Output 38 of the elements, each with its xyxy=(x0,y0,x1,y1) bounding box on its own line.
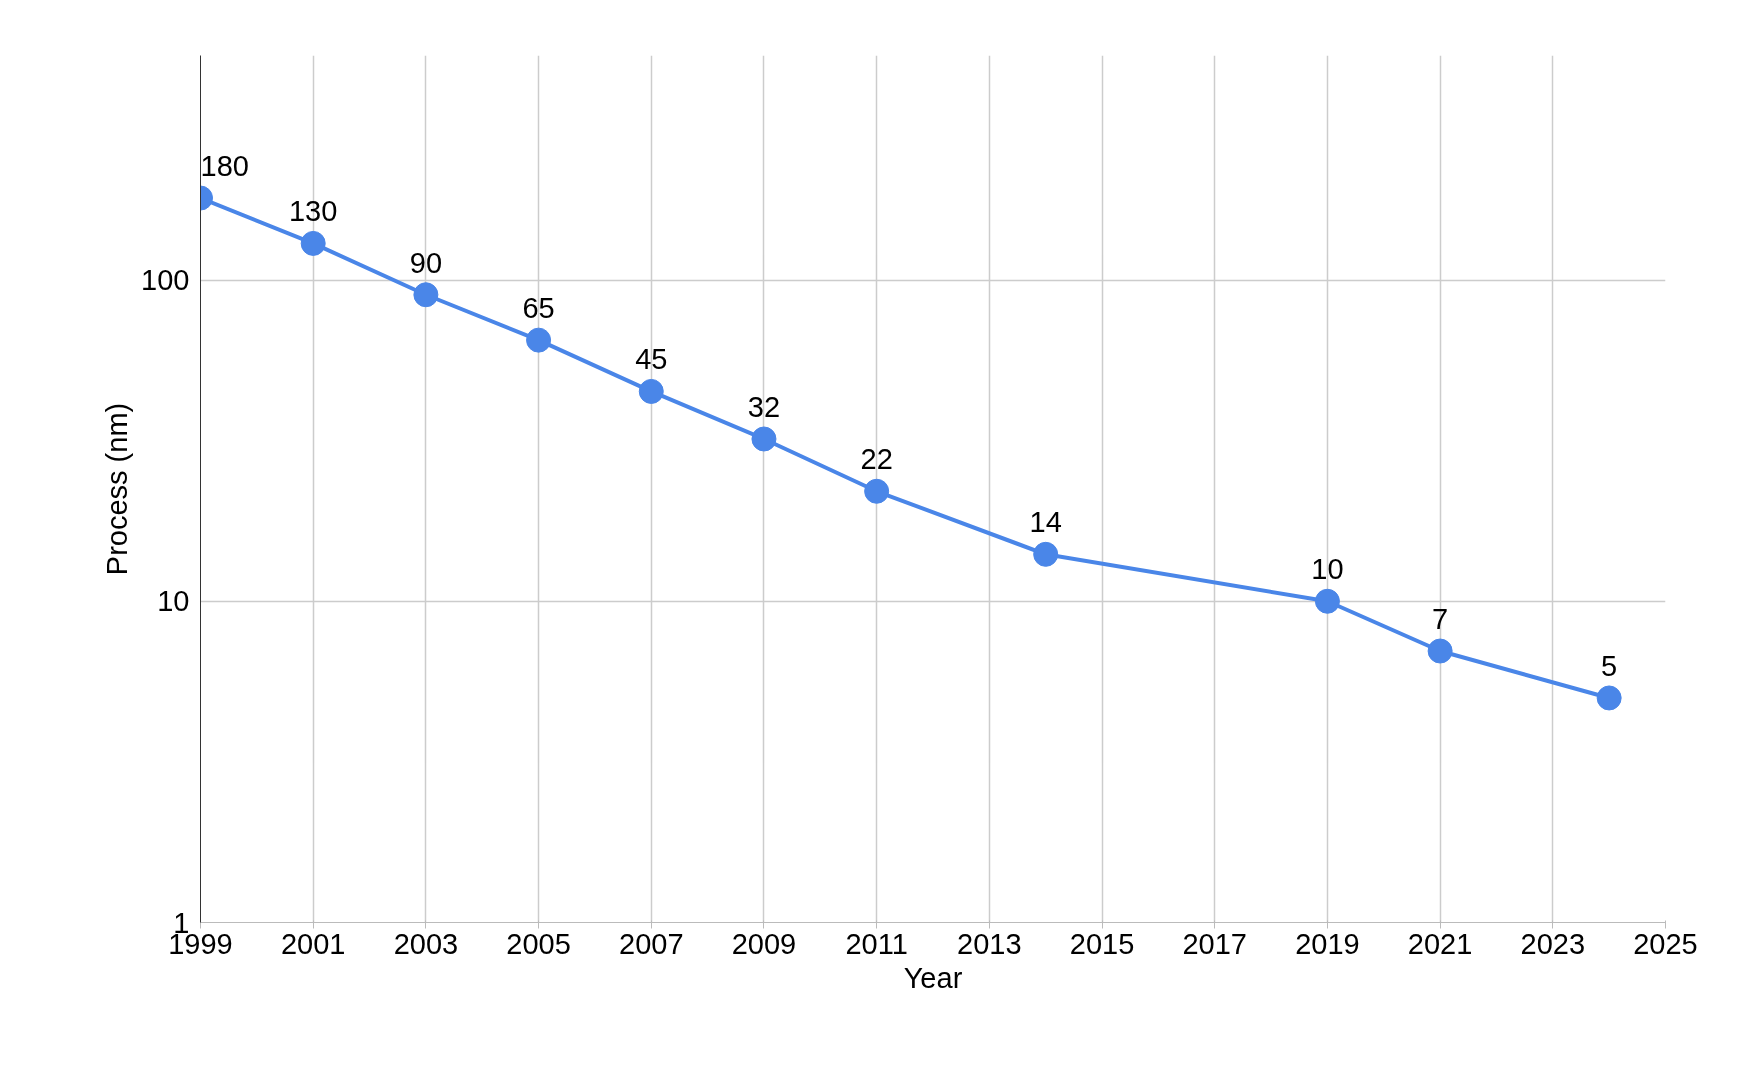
x-tick-label: 2015 xyxy=(1069,927,1135,960)
data-label: 5 xyxy=(1601,649,1618,682)
point xyxy=(1427,638,1453,664)
x-tick-label: 2011 xyxy=(845,927,908,960)
point xyxy=(300,230,326,256)
x-tick-label: 2017 xyxy=(1182,927,1247,960)
data-label: 180 xyxy=(200,150,249,183)
x-tick-label: 2003 xyxy=(393,927,459,960)
y-tick-label: 10 xyxy=(157,585,190,618)
data-label: 10 xyxy=(1311,553,1344,586)
x-axis-title: Year xyxy=(903,961,963,994)
x-tick-label: 2019 xyxy=(1295,927,1360,960)
x-tick-label: 2025 xyxy=(1633,927,1698,960)
point xyxy=(751,426,777,452)
point xyxy=(1314,588,1340,614)
x-tick-label: 2007 xyxy=(619,927,684,960)
x-tick-label: 2013 xyxy=(957,927,1022,960)
y-axis-title: Process (nm) xyxy=(101,402,134,576)
point xyxy=(638,378,664,404)
data-label: 22 xyxy=(860,443,893,476)
x-tick-label: 2021 xyxy=(1407,927,1473,960)
point xyxy=(864,478,890,504)
point xyxy=(413,282,439,308)
data-label: 90 xyxy=(409,246,443,279)
data-label: 65 xyxy=(522,292,555,325)
point xyxy=(1033,541,1059,567)
data-label: 7 xyxy=(1432,603,1449,636)
point xyxy=(526,327,552,353)
data-label: 32 xyxy=(747,391,781,423)
point xyxy=(1596,685,1622,711)
data-label: 130 xyxy=(289,195,338,228)
x-tick-label: 2001 xyxy=(280,927,346,960)
data-label: 14 xyxy=(1029,506,1062,539)
x-tick-label: 2009 xyxy=(731,927,797,960)
y-tick-label: 100 xyxy=(141,264,190,297)
x-tick-label: 2005 xyxy=(506,927,571,960)
x-tick-label: 2023 xyxy=(1520,927,1586,960)
data-label: 45 xyxy=(635,343,668,376)
